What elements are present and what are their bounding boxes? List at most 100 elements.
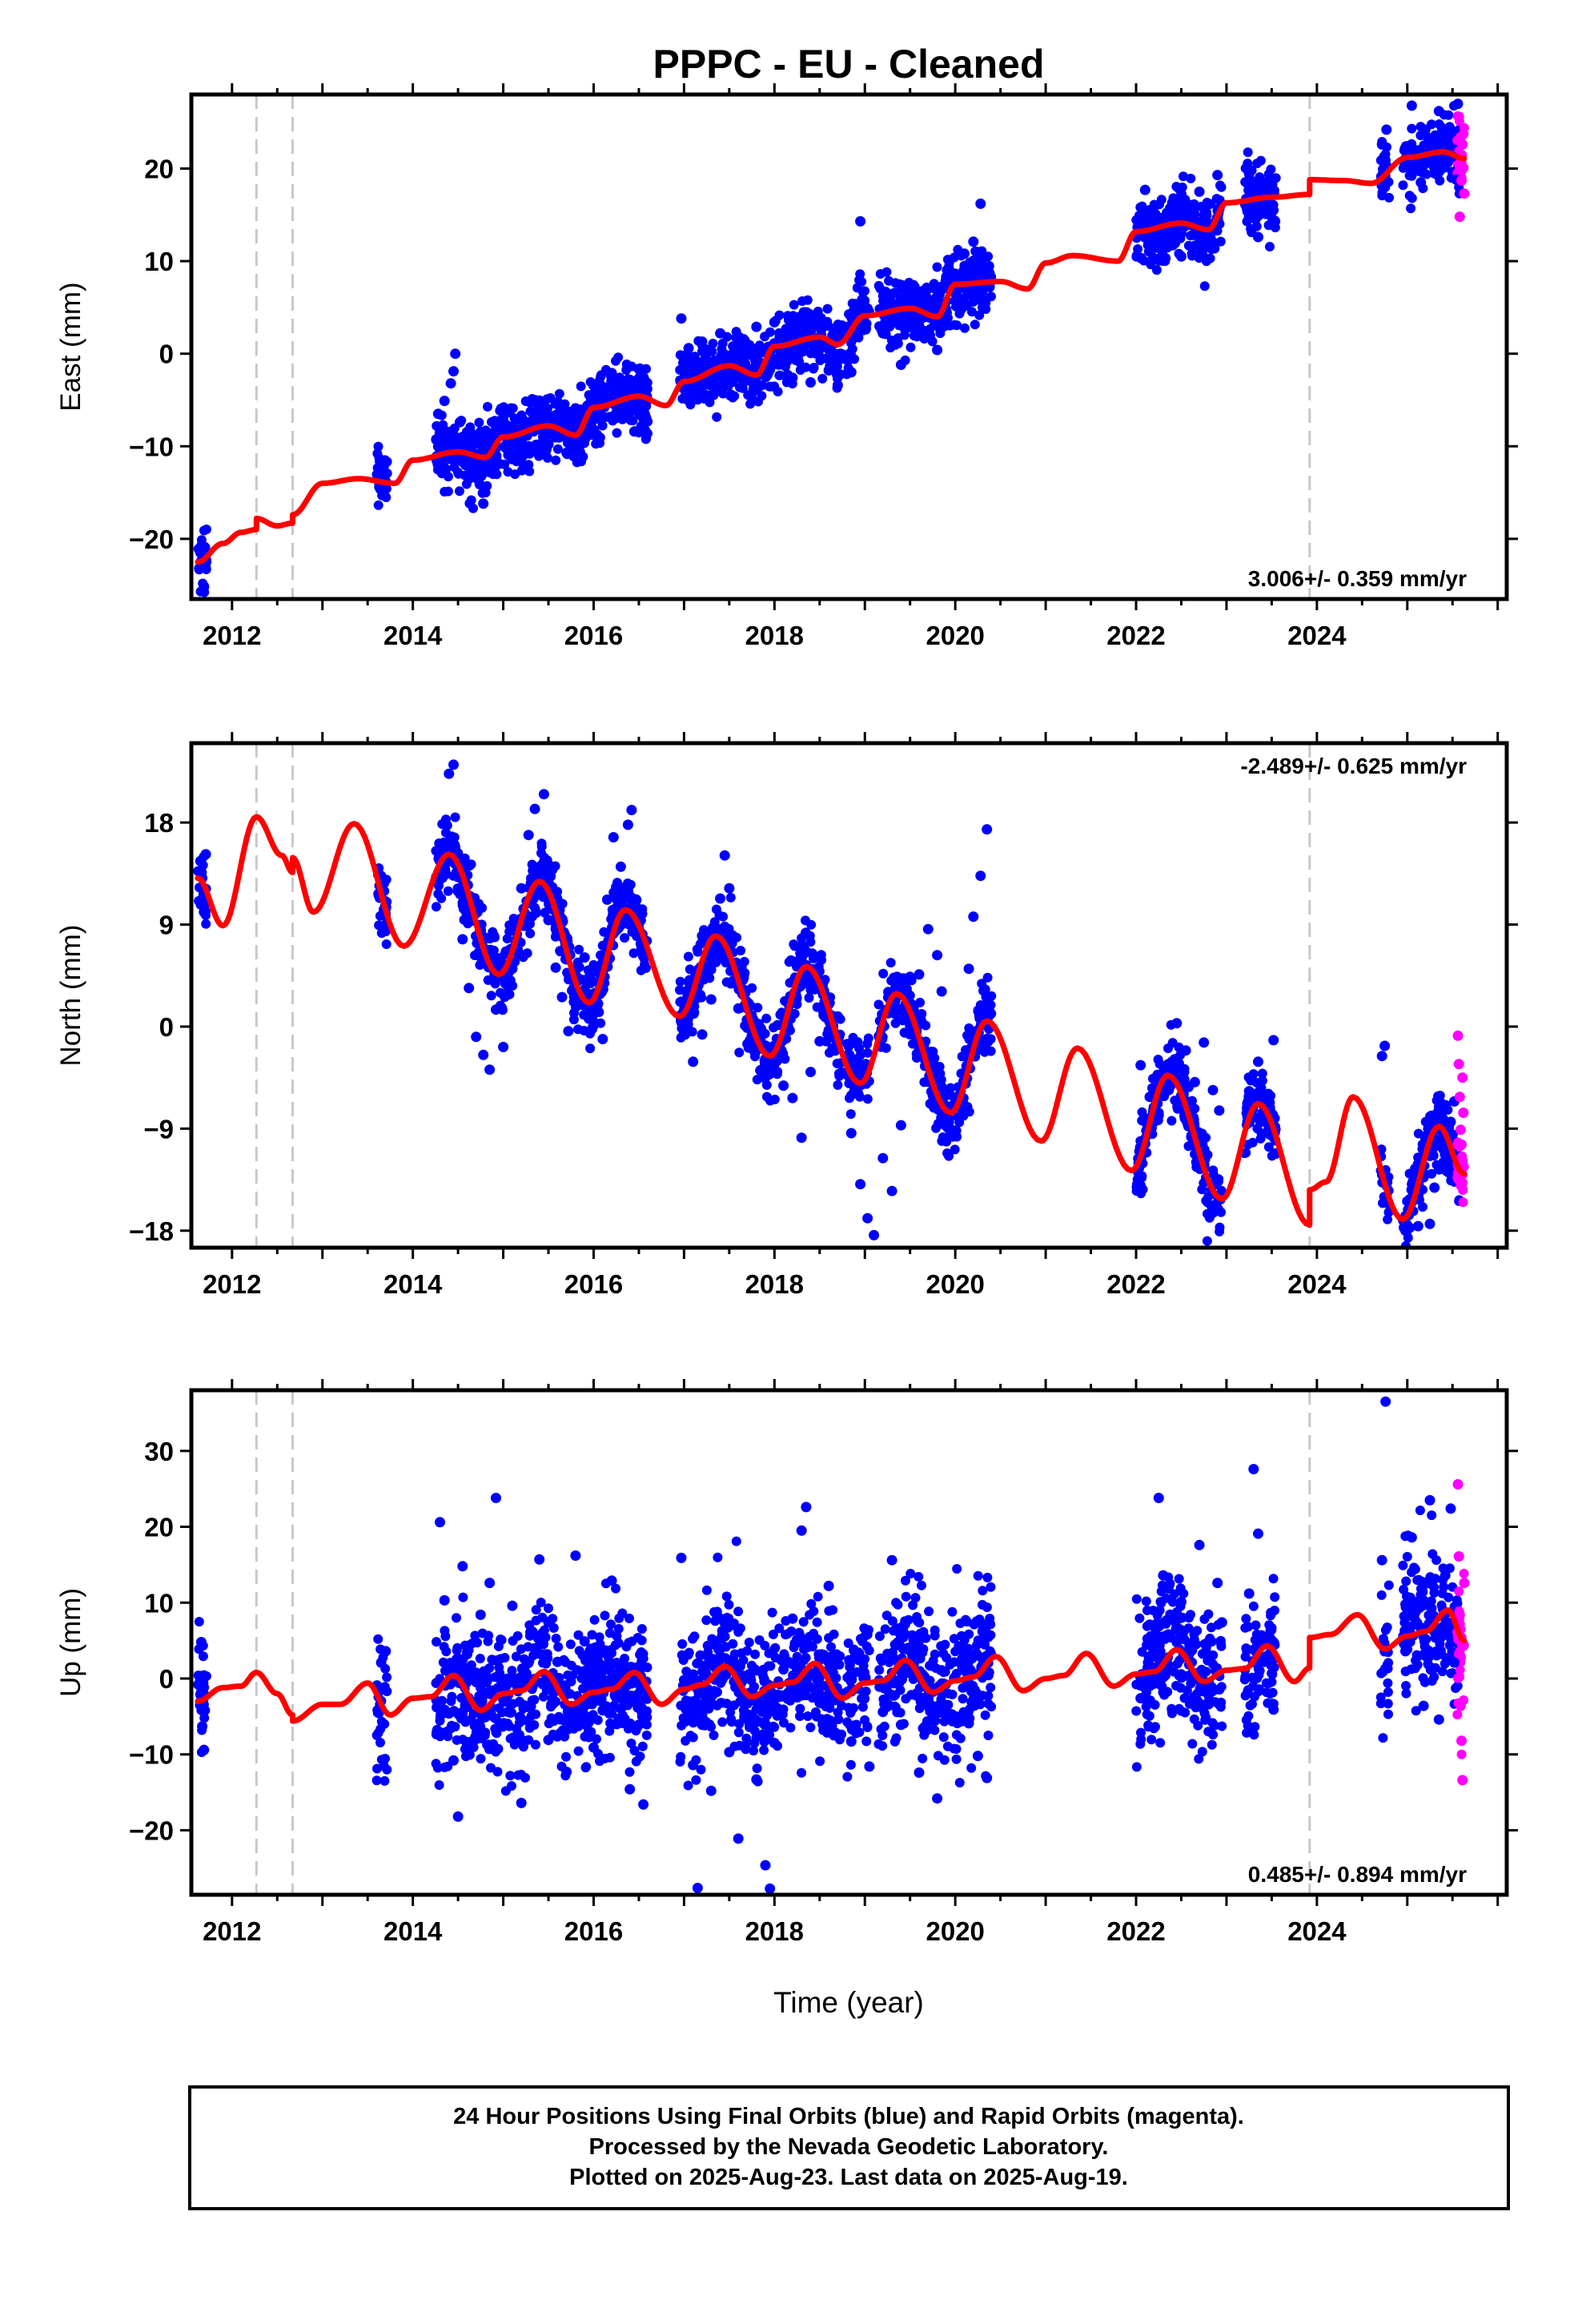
series-point-final xyxy=(1406,100,1417,111)
data-point-final xyxy=(624,919,634,930)
series-point-final xyxy=(1207,1084,1219,1096)
data-point-final xyxy=(195,1679,206,1689)
data-point-final xyxy=(438,420,448,430)
data-point-final xyxy=(1138,1184,1148,1195)
data-point-final xyxy=(495,953,505,963)
data-point-final xyxy=(565,1639,576,1650)
data-point-final xyxy=(850,299,861,309)
data-point-final xyxy=(201,919,211,929)
series-point-final xyxy=(638,404,649,416)
series-point-final xyxy=(676,996,687,1007)
data-point-final xyxy=(941,1121,951,1132)
data-point-final xyxy=(1265,242,1275,251)
series-point-final xyxy=(705,356,717,368)
data-point-final xyxy=(1182,205,1191,215)
data-point-final xyxy=(528,1651,539,1661)
data-point-final xyxy=(917,1016,927,1027)
series-point-rapid xyxy=(1457,139,1468,150)
data-point-final xyxy=(464,1675,474,1685)
x-tick-label: 2024 xyxy=(1287,1269,1347,1299)
series-point-final xyxy=(471,467,482,478)
data-point-final xyxy=(490,421,500,432)
series-point-final xyxy=(444,768,455,779)
data-point-final xyxy=(937,1082,947,1092)
data-point-final xyxy=(905,342,916,352)
data-point-final xyxy=(1413,1152,1423,1163)
y-tick-label: 9 xyxy=(159,911,174,940)
data-point-final xyxy=(1406,203,1416,214)
data-point-final xyxy=(759,1058,769,1068)
series-point-final xyxy=(439,396,450,407)
data-point-final xyxy=(1163,1043,1173,1053)
data-point-final xyxy=(443,1731,453,1742)
data-point-final xyxy=(1407,123,1417,134)
data-point-final xyxy=(452,1735,462,1745)
data-point-final xyxy=(780,995,790,1006)
panel-up: 2012 2014 2016 2018 2020 2022 2024−20−10010203… xyxy=(55,1379,1518,1946)
series-point-final xyxy=(597,1034,608,1044)
data-point-final xyxy=(1170,1096,1180,1106)
data-point-final xyxy=(588,1007,599,1018)
data-point-final xyxy=(1131,251,1142,260)
data-point-final xyxy=(596,950,605,960)
data-point-final xyxy=(1178,1069,1188,1080)
data-point-final xyxy=(379,1775,390,1786)
data-point-final xyxy=(944,257,954,267)
data-point-final xyxy=(1257,1068,1267,1079)
data-point-final xyxy=(594,1632,604,1642)
series-point-final xyxy=(805,1067,816,1078)
data-point-final xyxy=(1206,199,1216,209)
data-point-final xyxy=(1425,1113,1435,1124)
data-point-final xyxy=(983,251,994,262)
series-point-rapid xyxy=(1456,175,1467,186)
data-point-final xyxy=(1443,110,1454,120)
y-tick-label: 0 xyxy=(159,340,174,369)
data-point-final xyxy=(765,381,775,392)
data-point-final xyxy=(513,947,524,957)
data-point-final xyxy=(490,979,500,989)
data-point-final xyxy=(910,316,921,325)
x-axis-ticks xyxy=(231,83,1500,610)
data-point-final xyxy=(718,911,729,922)
data-point-final xyxy=(1409,164,1419,175)
data-point-final xyxy=(455,486,464,497)
data-point-final xyxy=(524,466,535,476)
data-point-final xyxy=(536,842,547,852)
data-point-final xyxy=(1407,193,1417,203)
data-point-final xyxy=(554,388,564,399)
data-point-final xyxy=(460,460,471,471)
data-point-final xyxy=(805,931,815,941)
data-point-final xyxy=(560,399,570,409)
data-point-final xyxy=(457,1712,468,1723)
series-point-final xyxy=(460,437,471,448)
data-point-final xyxy=(1201,256,1211,267)
data-point-final xyxy=(512,1723,522,1734)
data-point-final xyxy=(435,460,445,470)
data-point-final xyxy=(746,348,757,358)
data-point-final xyxy=(821,353,831,364)
data-point-final xyxy=(475,1654,485,1663)
data-point-final xyxy=(755,1065,765,1076)
series-point-final xyxy=(620,381,631,392)
y-tick-label: 10 xyxy=(144,247,174,276)
data-point-final xyxy=(531,1739,540,1750)
data-point-final xyxy=(797,933,807,943)
data-point-final xyxy=(1215,180,1225,191)
series-point-final xyxy=(855,215,866,227)
data-point-final xyxy=(466,859,476,870)
series-point-final xyxy=(199,581,210,593)
series-point-final xyxy=(1189,1076,1200,1088)
data-point-final xyxy=(1438,1105,1448,1116)
data-point-final xyxy=(689,352,700,362)
series-point-final xyxy=(950,296,961,307)
y-tick-label: −10 xyxy=(129,432,174,461)
data-point-final xyxy=(862,1094,873,1104)
data-point-final xyxy=(1444,1164,1455,1174)
series-point-final xyxy=(676,313,687,324)
data-point-final xyxy=(432,1637,441,1647)
final-orbit-cloud xyxy=(193,101,1464,597)
data-point-final xyxy=(1427,1168,1437,1179)
data-point-final xyxy=(843,356,853,366)
data-point-final xyxy=(460,1701,470,1711)
